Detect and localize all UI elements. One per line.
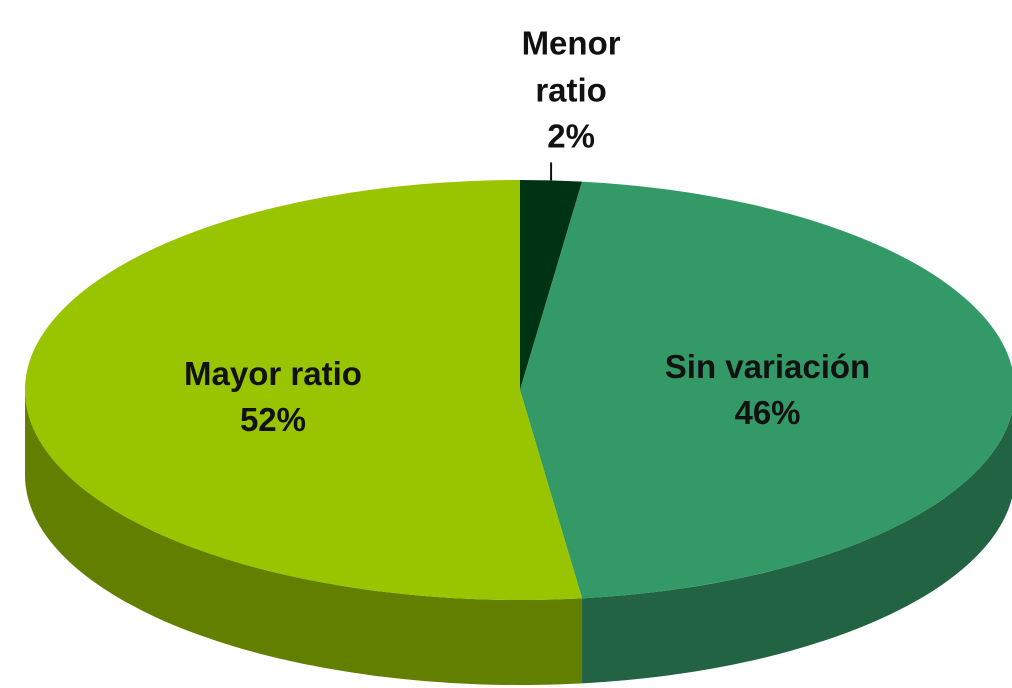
slice-side <box>582 413 1012 684</box>
slice-side-shade <box>25 390 583 685</box>
slice-name: Sin variación <box>664 347 871 385</box>
slice-name: Mayor ratio <box>184 354 362 392</box>
slice-side-shade <box>582 413 1012 684</box>
slice-name: Menor ratio <box>521 25 621 109</box>
slice-value: 2% <box>547 117 595 155</box>
slice-label: Menor ratio 2% <box>511 21 630 160</box>
slice-label: Sin variación 46% <box>659 344 875 436</box>
slice <box>24 180 583 600</box>
slice-value: 46% <box>734 394 801 431</box>
slice <box>520 181 1012 599</box>
slice-side <box>25 390 583 685</box>
slice-value: 52% <box>239 400 307 438</box>
slice-label: Mayor ratio 52% <box>158 350 387 442</box>
slice <box>520 180 583 390</box>
